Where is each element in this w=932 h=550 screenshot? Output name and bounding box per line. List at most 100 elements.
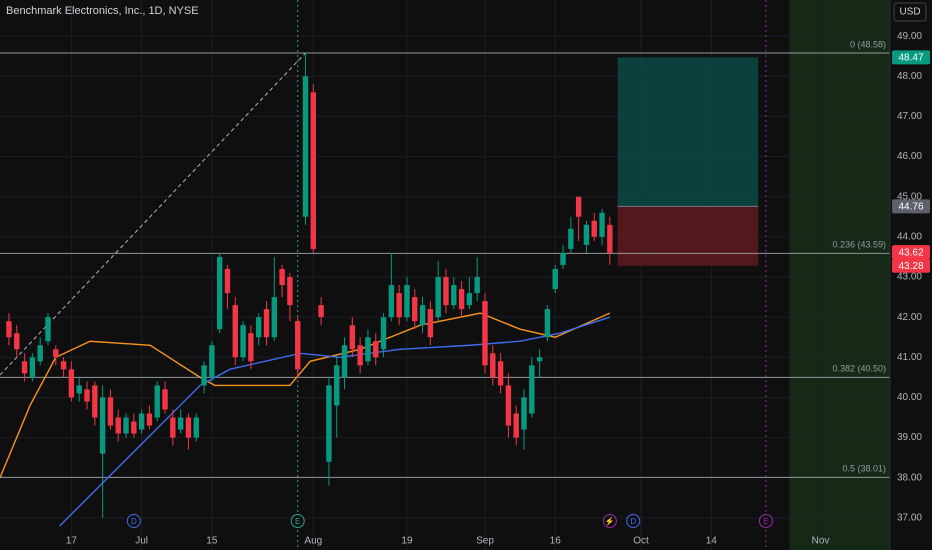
currency[interactable]: USD	[899, 7, 920, 18]
candle-body	[240, 325, 246, 358]
profit-zone	[617, 57, 759, 207]
candle-body	[599, 212, 605, 237]
plot-area: 0 (48.58) 0.236 (43.59) 0.382 (40.50) 0.5 (…	[0, 0, 890, 550]
loss-zone	[617, 206, 759, 266]
candle-body	[224, 268, 231, 294]
candle-body	[99, 397, 106, 454]
event-marker	[602, 514, 617, 528]
candle-body	[216, 256, 223, 330]
candle-body	[529, 365, 535, 414]
chart-title: Benchmark Electronics, Inc., 1D, NYSE	[6, 5, 199, 17]
price-label: 43.62	[898, 247, 923, 258]
candle-body	[490, 353, 496, 378]
candle-body	[497, 361, 504, 386]
x-tick-label: 15	[206, 536, 218, 547]
x-tick-label: 16	[550, 536, 562, 547]
candle-body	[607, 224, 613, 253]
candle-body	[575, 196, 582, 217]
candle-body	[279, 268, 285, 286]
candle-body	[29, 357, 36, 378]
x-tick-label: Oct	[633, 536, 649, 547]
candle-body	[505, 385, 512, 426]
candle-body	[170, 417, 176, 438]
event-label: D	[131, 517, 137, 526]
candle-body	[232, 305, 238, 358]
candle-body	[466, 293, 473, 306]
candle-body	[334, 365, 340, 406]
candle-body	[185, 417, 192, 438]
candle-body	[310, 92, 317, 249]
event-label: E	[295, 517, 300, 526]
candle-body	[583, 224, 590, 245]
x-tick-label: Aug	[304, 536, 322, 547]
y-tick-label: 46.00	[897, 151, 922, 162]
candle-body	[162, 389, 168, 410]
currency-button[interactable]	[893, 2, 927, 22]
candle-body	[107, 397, 114, 426]
candle-body	[357, 345, 363, 366]
y-tick-label: 37.00	[897, 513, 922, 524]
candle-body	[349, 325, 356, 350]
x-tick-label: Jul	[135, 536, 148, 547]
candle-body	[295, 321, 301, 370]
candle-body	[115, 417, 121, 434]
candle-body	[209, 345, 215, 378]
candle-body	[482, 301, 488, 366]
candle-body	[435, 277, 441, 318]
candle-body	[53, 349, 59, 358]
price-label: 48.47	[898, 53, 923, 64]
event-marker	[758, 514, 773, 528]
y-tick-label: 43.00	[897, 272, 922, 283]
candle-body	[154, 385, 160, 418]
y-tick-label: 38.00	[897, 472, 922, 483]
y-tick-label: 49.00	[897, 31, 922, 42]
candle-body	[131, 421, 137, 434]
candle-body	[513, 413, 519, 438]
candle-body	[37, 345, 43, 362]
y-tick-label: 45.00	[897, 191, 922, 202]
price-label-box	[892, 50, 930, 65]
fib-label: 0 (48.58)	[850, 39, 886, 49]
moving-average	[0, 312, 611, 479]
candle-body	[568, 228, 574, 249]
x-tick-label: 19	[401, 536, 413, 547]
candle-body	[365, 337, 371, 362]
candle-body	[6, 321, 12, 338]
candle-body	[427, 309, 434, 338]
candle-body	[60, 361, 67, 370]
candle-body	[388, 285, 395, 318]
future-zone	[789, 0, 890, 550]
event-label: ⚡	[605, 516, 615, 526]
event-marker	[126, 514, 141, 528]
x-tick-label: Nov	[812, 536, 830, 547]
candle-body	[68, 369, 75, 398]
candle-body	[373, 341, 379, 358]
y-tick-label: 39.00	[897, 432, 922, 443]
x-tick-label: Sep	[476, 536, 494, 547]
candle-body	[248, 333, 254, 362]
candle-body	[138, 413, 145, 430]
y-tick-label: 42.00	[897, 312, 922, 323]
fib-label: 0.5 (38.01)	[842, 464, 886, 474]
candle-body	[341, 345, 348, 378]
candle-body	[177, 417, 184, 430]
candle-body	[146, 413, 153, 426]
y-tick-label: 48.00	[897, 71, 922, 82]
price-label-box	[892, 245, 930, 260]
candle-body	[287, 277, 293, 306]
candle-body	[451, 285, 457, 306]
candle-body	[380, 317, 387, 350]
candle-body	[560, 252, 566, 265]
fib-label: 0.382 (40.50)	[832, 364, 886, 374]
y-tick-label: 40.00	[897, 392, 922, 403]
price-label-box	[892, 258, 930, 273]
candle-body	[263, 309, 270, 338]
candle-body	[201, 365, 207, 386]
y-tick-label: 44.00	[897, 232, 922, 243]
price-label-box	[892, 199, 930, 214]
candle-body	[92, 385, 98, 418]
x-tick-label: 14	[706, 536, 718, 547]
price-label: 43.28	[898, 261, 923, 272]
